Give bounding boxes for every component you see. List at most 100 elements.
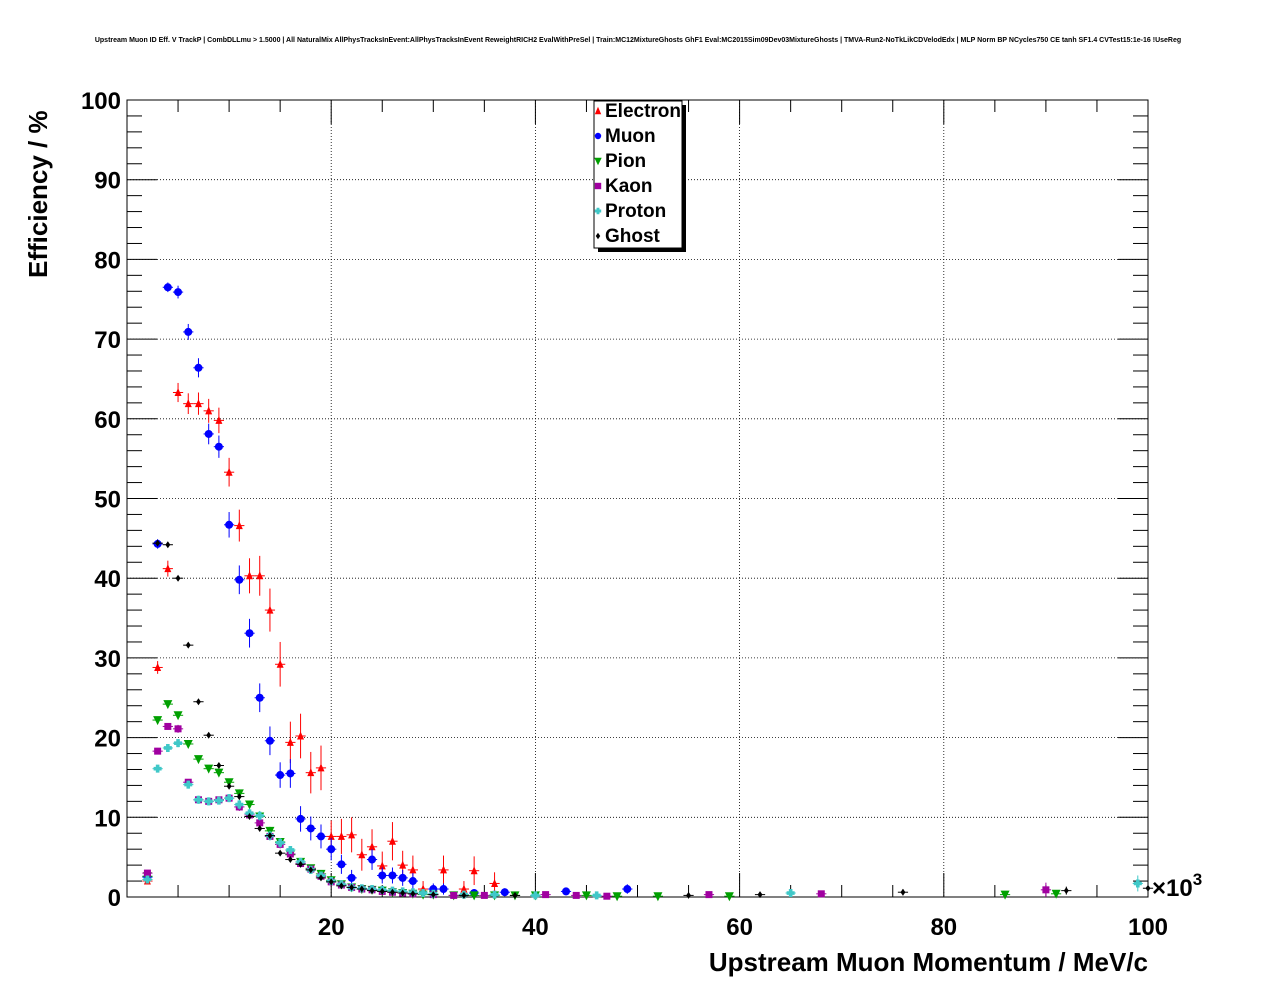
data-point-ghost [155, 539, 161, 547]
data-point-muon [408, 877, 417, 886]
data-point-ghost [512, 891, 518, 899]
data-point-electron [246, 571, 254, 580]
data-point-muon [296, 814, 305, 823]
data-point-electron [317, 763, 325, 772]
x-tick-label: 100 [1128, 914, 1168, 941]
data-point-pion [214, 768, 224, 778]
legend-label-muon: Muon [605, 126, 656, 147]
data-point-pion [1000, 890, 1010, 900]
data-point-muon [255, 693, 264, 702]
series-pion [142, 700, 1062, 902]
data-point-pion [724, 892, 734, 902]
data-point-pion [581, 891, 591, 901]
data-point-ghost [430, 891, 436, 899]
data-point-ghost [328, 878, 334, 886]
y-tick-label: 60 [94, 407, 121, 434]
data-point-ghost [206, 731, 212, 739]
data-point-muon [378, 871, 387, 880]
data-point-muon [245, 629, 254, 638]
legend-label-proton: Proton [605, 201, 666, 222]
data-point-ghost [900, 888, 906, 896]
y-axis-title: Efficiency / % [23, 110, 53, 278]
data-point-ghost [400, 889, 406, 897]
legend: Electron Muon Pion Kaon Proton Ghost [593, 100, 686, 252]
series-kaon [142, 722, 1052, 900]
data-point-pion [204, 764, 214, 774]
data-point-proton [490, 890, 499, 899]
data-point-electron [286, 737, 294, 746]
data-point-electron [164, 564, 172, 573]
data-point-muon [265, 736, 274, 745]
legend-label-pion: Pion [605, 151, 646, 172]
data-point-muon [562, 887, 571, 896]
y-tick-label: 50 [94, 487, 121, 514]
data-point-ghost [349, 883, 355, 891]
y-tick-label: 100 [81, 88, 121, 115]
data-point-ghost [247, 813, 252, 821]
data-point-proton [163, 743, 172, 752]
legend-marker-muon [594, 132, 602, 140]
y-tick-label: 40 [94, 566, 121, 593]
series-muon [142, 282, 633, 898]
x-tick-label: 60 [726, 914, 753, 941]
data-point-proton [419, 889, 428, 898]
data-point-electron [337, 831, 345, 840]
data-point-muon [184, 327, 193, 336]
data-point-ghost [390, 888, 395, 896]
data-point-ghost [257, 824, 263, 832]
data-point-proton [255, 811, 264, 820]
data-point-kaon [450, 891, 458, 899]
data-point-kaon [154, 747, 162, 755]
data-point-proton [194, 795, 203, 804]
data-point-ghost [379, 887, 385, 895]
data-point-electron [256, 571, 264, 580]
data-point-electron [491, 878, 499, 887]
legend-entry-kaon: Kaon [594, 176, 653, 197]
x-tick-labels: 20 40 60 80 100 [318, 914, 1168, 941]
data-point-muon [276, 771, 285, 780]
data-point-proton [214, 796, 223, 805]
data-point-kaon [256, 819, 264, 827]
data-point-proton [531, 891, 540, 900]
data-point-muon [388, 871, 397, 880]
data-point-muon [623, 885, 632, 894]
data-point-ghost [461, 891, 467, 899]
x-axis-exponent-power: 3 [1193, 870, 1202, 889]
y-tick-label: 0 [108, 885, 121, 912]
data-point-electron [348, 830, 356, 839]
data-point-kaon [164, 722, 172, 730]
legend-label-kaon: Kaon [605, 176, 653, 197]
grid [127, 100, 1148, 897]
data-point-ghost [236, 793, 242, 801]
data-point-muon [235, 575, 244, 584]
data-point-muon [398, 873, 407, 882]
data-point-proton [153, 764, 162, 773]
data-point-kaon [705, 891, 713, 899]
data-point-electron [184, 399, 192, 408]
legend-marker-electron [594, 106, 602, 115]
data-point-muon [306, 824, 315, 833]
y-tick-label: 10 [94, 805, 121, 832]
data-point-electron [215, 415, 223, 424]
data-point-electron [409, 865, 417, 874]
y-tick-label: 90 [94, 168, 121, 195]
data-point-electron [266, 605, 274, 614]
data-point-ghost [1063, 887, 1069, 895]
data-point-proton [225, 794, 234, 803]
data-point-pion [653, 892, 663, 902]
legend-entry-proton: Proton [594, 201, 666, 222]
legend-marker-pion [594, 157, 602, 166]
plot-frame [126, 99, 1149, 898]
x-tick-label: 40 [522, 914, 549, 941]
data-point-electron [225, 467, 233, 476]
data-point-electron [276, 659, 284, 668]
data-point-pion [193, 755, 203, 765]
legend-marker-kaon [594, 182, 602, 190]
legend-box [593, 100, 683, 249]
data-point-ghost [196, 698, 201, 706]
data-point-muon [286, 769, 295, 778]
data-point-electron [297, 731, 305, 740]
data-point-kaon [143, 869, 151, 877]
data-point-pion [469, 891, 479, 901]
